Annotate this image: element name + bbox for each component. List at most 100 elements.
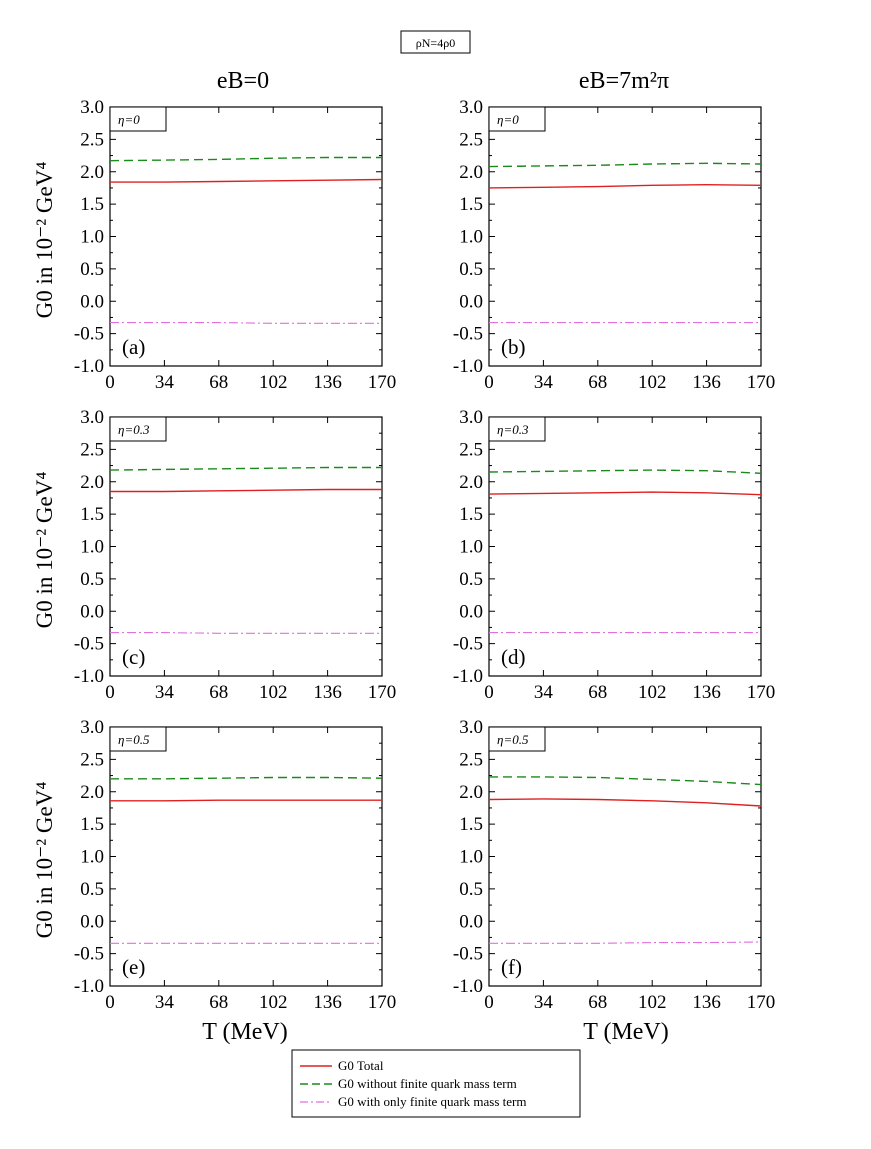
legend-label-total: G0 Total xyxy=(338,1058,384,1073)
x-tick-label: 34 xyxy=(155,682,175,703)
y-tick-label: -1.0 xyxy=(74,356,104,377)
x-tick-label: 136 xyxy=(313,372,342,393)
x-tick-label: 136 xyxy=(692,682,721,703)
x-tick-label: 136 xyxy=(692,372,721,393)
panel-b: -1.0 -0.5 0.0 0.5 1.0 1.5 2.0 2.5 3.0 0 34 68 102 136… xyxy=(453,97,775,393)
y-tick-label: 2.0 xyxy=(80,162,104,183)
eta-tag-label: η=0.5 xyxy=(497,732,529,747)
y-tick-label: 1.5 xyxy=(459,194,483,215)
plot-frame xyxy=(109,416,383,677)
y-tick-label: 1.0 xyxy=(459,227,483,248)
y-tick-label: 0.0 xyxy=(80,911,104,932)
legend-label-without-mass: G0 without finite quark mass term xyxy=(338,1076,517,1091)
plot-frame xyxy=(488,726,762,987)
y-tick-label: 1.5 xyxy=(459,504,483,525)
series-line-only-mass xyxy=(110,632,382,634)
y-tick-label: -1.0 xyxy=(74,976,104,997)
y-tick-label: 1.0 xyxy=(80,847,104,868)
x-tick-label: 102 xyxy=(259,372,288,393)
series-line-without-mass xyxy=(488,162,762,168)
plot-frame xyxy=(109,106,383,367)
series-line-without-mass xyxy=(489,776,762,786)
series-line-only-mass xyxy=(489,941,762,944)
y-tick-label: -0.5 xyxy=(453,634,483,655)
y-tick-label: 3.0 xyxy=(459,717,483,738)
x-tick-label: 170 xyxy=(368,372,397,393)
series-line-total xyxy=(488,491,762,496)
eta-tag-box xyxy=(109,726,167,752)
series-line-without-mass xyxy=(109,466,382,471)
y-tick-label: -1.0 xyxy=(453,356,483,377)
y-tick-label: 2.0 xyxy=(80,782,104,803)
series-line-total xyxy=(110,799,382,802)
x-tick-label: 34 xyxy=(534,372,554,393)
y-tick-label: 1.5 xyxy=(80,194,104,215)
panel-label: (b) xyxy=(501,335,526,359)
x-tick-label: 170 xyxy=(368,992,397,1013)
series-line-total xyxy=(110,178,383,183)
x-tick-label: 102 xyxy=(638,682,667,703)
y-tick-label: 0.5 xyxy=(459,259,483,280)
eta-tag-label: η=0.3 xyxy=(497,422,529,437)
x-tick-label: 0 xyxy=(484,372,494,393)
x-tick-label: 0 xyxy=(105,372,115,393)
x-tick-label: 68 xyxy=(209,992,228,1013)
series-line-total xyxy=(488,798,762,807)
plot-frame xyxy=(488,416,762,677)
y-tick-label: 3.0 xyxy=(459,407,483,428)
panel-d: -1.0 -0.5 0.0 0.5 1.0 1.5 2.0 2.5 3.0 0 34 68 102 136… xyxy=(453,407,775,703)
y-tick-label: -0.5 xyxy=(74,634,104,655)
eta-tag-box xyxy=(109,106,167,132)
eta-tag-box xyxy=(488,106,546,132)
series-line-without-mass xyxy=(488,469,762,474)
y-axis-label-row3: G0 in 10⁻² GeV⁴ xyxy=(32,782,57,939)
eta-tag-label: η=0.3 xyxy=(118,422,150,437)
y-tick-label: 0.5 xyxy=(80,879,104,900)
plot-frame xyxy=(109,726,383,987)
y-tick-label: 1.0 xyxy=(459,537,483,558)
x-tick-label: 170 xyxy=(368,682,397,703)
y-tick-label: 2.5 xyxy=(80,129,104,150)
x-tick-label: 170 xyxy=(747,372,776,393)
x-tick-label: 34 xyxy=(155,372,175,393)
y-tick-label: 2.5 xyxy=(459,129,483,150)
y-tick-label: 2.5 xyxy=(459,749,483,770)
y-tick-label: 2.0 xyxy=(459,162,483,183)
x-tick-label: 34 xyxy=(534,992,554,1013)
y-tick-label: 1.0 xyxy=(80,537,104,558)
y-axis-label-row1: G0 in 10⁻² GeV⁴ xyxy=(32,162,57,319)
y-tick-label: 2.0 xyxy=(80,472,104,493)
y-tick-label: 1.0 xyxy=(80,227,104,248)
series-line-without-mass xyxy=(110,776,383,780)
y-tick-label: 1.0 xyxy=(459,847,483,868)
series-line-total xyxy=(110,488,382,493)
x-tick-label: 34 xyxy=(534,682,554,703)
eta-tag-label: η=0 xyxy=(118,112,140,127)
y-tick-label: 0.5 xyxy=(459,879,483,900)
y-tick-label: 0.0 xyxy=(459,911,483,932)
y-tick-label: 1.5 xyxy=(80,814,104,835)
y-tick-label: 2.5 xyxy=(80,439,104,460)
y-tick-label: 2.0 xyxy=(459,782,483,803)
y-tick-label: 3.0 xyxy=(80,407,104,428)
x-tick-label: 102 xyxy=(259,682,288,703)
y-tick-label: 0.0 xyxy=(80,601,104,622)
density-box: ρN=4ρ0 xyxy=(400,30,471,54)
panel-label: (a) xyxy=(122,335,145,359)
y-tick-label: 0.0 xyxy=(459,601,483,622)
density-box-label: ρN=4ρ0 xyxy=(416,36,455,50)
x-tick-label: 136 xyxy=(692,992,721,1013)
y-tick-label: -0.5 xyxy=(74,324,104,345)
x-tick-label: 0 xyxy=(484,682,494,703)
x-axis-label-right: T (MeV) xyxy=(583,1019,669,1045)
x-tick-label: 102 xyxy=(259,992,288,1013)
x-tick-label: 68 xyxy=(588,992,607,1013)
eta-tag-box xyxy=(109,416,167,442)
panel-e: -1.0 -0.5 0.0 0.5 1.0 1.5 2.0 2.5 3.0 0 34 68 102 136… xyxy=(74,717,396,1013)
y-tick-label: 0.5 xyxy=(459,569,483,590)
y-tick-label: -1.0 xyxy=(453,976,483,997)
legend: G0 Total G0 without finite quark mass te… xyxy=(291,1049,581,1118)
y-tick-label: 0.5 xyxy=(80,259,104,280)
legend-label-only-mass: G0 with only finite quark mass term xyxy=(338,1094,526,1109)
